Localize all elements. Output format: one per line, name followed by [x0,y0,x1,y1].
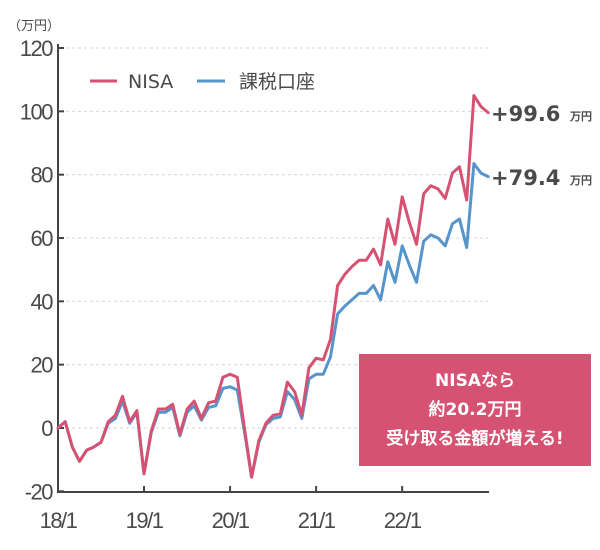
y-tick-label: 100 [20,99,53,124]
callout-line-1: NISAなら [435,370,515,391]
legend: NISA 課税口座 [90,71,315,93]
legend-label-taxable: 課税口座 [239,71,315,93]
annotation-callout: NISAなら 約20.2万円 受け取る金額が増える! [359,354,591,466]
y-tick-label: 120 [20,36,53,61]
y-axis-unit-label: （万円） [8,19,60,34]
x-axis-ticks: 18/1 19/1 20/1 21/1 22/1 [40,486,423,533]
end-value-nisa: +99.6 [491,102,560,126]
callout-line-2: 約20.2万円 [428,399,522,420]
series-line-taxable [56,162,490,479]
y-axis-ticks: 120 100 80 60 40 20 0 -20 [20,36,64,504]
y-tick-label: 0 [41,416,53,441]
x-tick-label: 19/1 [126,508,164,533]
end-unit-taxable: 万円 [569,174,592,187]
end-label-taxable: +79.4 万円 [491,166,592,190]
x-tick-label: 22/1 [384,508,422,533]
y-tick-label: 40 [31,289,54,314]
y-tick-label: 80 [31,163,54,188]
x-tick-label: 21/1 [298,508,336,533]
callout-line-3: 受け取る金額が増える! [386,428,564,449]
legend-label-nisa: NISA [128,71,173,93]
x-tick-label: 18/1 [40,508,78,533]
y-tick-label: 60 [31,226,54,251]
y-tick-label: -20 [25,479,54,504]
y-tick-label: 20 [31,353,54,378]
series-line-nisa [56,94,490,479]
series-lines [56,94,490,479]
end-label-nisa: +99.6 万円 [491,102,592,126]
end-value-taxable: +79.4 [491,166,560,190]
end-unit-nisa: 万円 [569,110,592,123]
x-tick-label: 20/1 [212,508,250,533]
